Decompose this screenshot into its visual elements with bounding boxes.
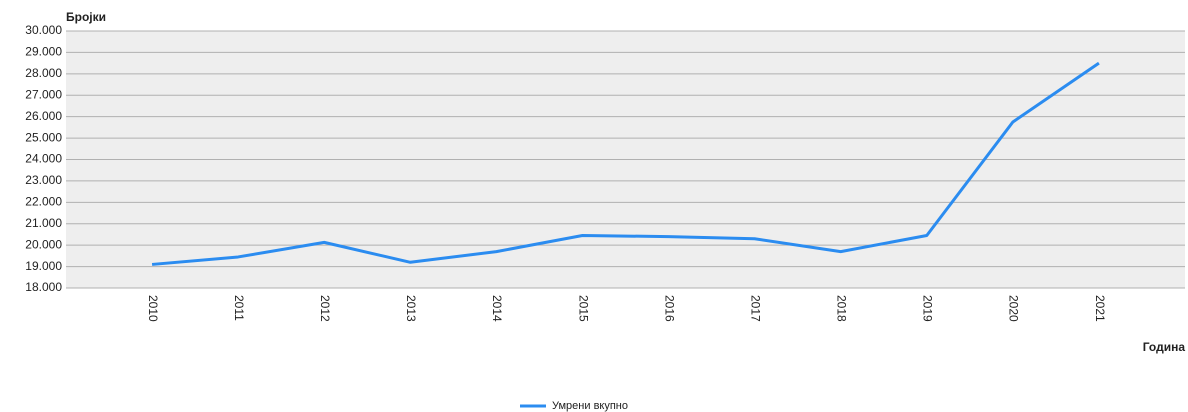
x-tick-label: 2018	[835, 295, 849, 322]
x-tick-label: 2010	[146, 295, 160, 322]
x-tick-label: 2016	[662, 295, 676, 322]
x-tick-label: 2011	[232, 295, 246, 321]
y-tick-label: 30.000	[25, 23, 62, 37]
x-tick-label: 2014	[490, 295, 504, 322]
y-tick-label: 19.000	[25, 259, 62, 273]
y-axis-label: Бројки	[66, 10, 106, 24]
legend-label: Умрени вкупно	[552, 400, 628, 412]
y-tick-label: 26.000	[25, 109, 62, 123]
y-tick-label: 28.000	[25, 66, 62, 80]
y-tick-label: 21.000	[25, 216, 62, 230]
y-tick-label: 24.000	[25, 152, 62, 166]
x-tick-label: 2012	[318, 295, 332, 322]
x-axis-label: Година	[1143, 340, 1186, 354]
y-tick-label: 23.000	[25, 173, 62, 187]
x-tick-label: 2013	[404, 295, 418, 322]
y-tick-label: 29.000	[25, 45, 62, 59]
x-tick-label: 2021	[1093, 295, 1107, 322]
y-tick-label: 18.000	[25, 280, 62, 294]
x-tick-label: 2015	[576, 295, 590, 322]
x-tick-label: 2020	[1007, 295, 1021, 322]
x-tick-label: 2017	[748, 295, 762, 322]
y-tick-label: 20.000	[25, 237, 62, 251]
y-tick-label: 27.000	[25, 87, 62, 101]
y-tick-label: 25.000	[25, 130, 62, 144]
y-tick-label: 22.000	[25, 195, 62, 209]
x-tick-label: 2019	[921, 295, 935, 322]
data-line	[151, 61, 1100, 266]
